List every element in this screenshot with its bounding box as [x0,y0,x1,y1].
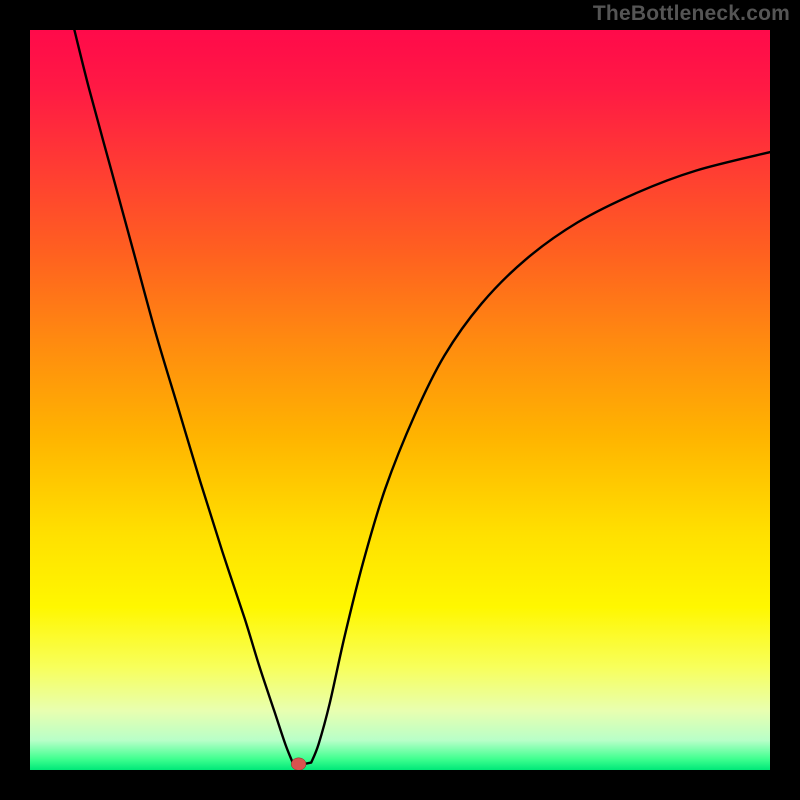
plot-area [30,30,770,770]
chart-container: { "watermark": { "text": "TheBottleneck.… [0,0,800,800]
bottleneck-curve [74,30,770,764]
watermark-text: TheBottleneck.com [593,2,790,26]
minimum-marker [291,758,306,770]
curve-layer [30,30,770,770]
